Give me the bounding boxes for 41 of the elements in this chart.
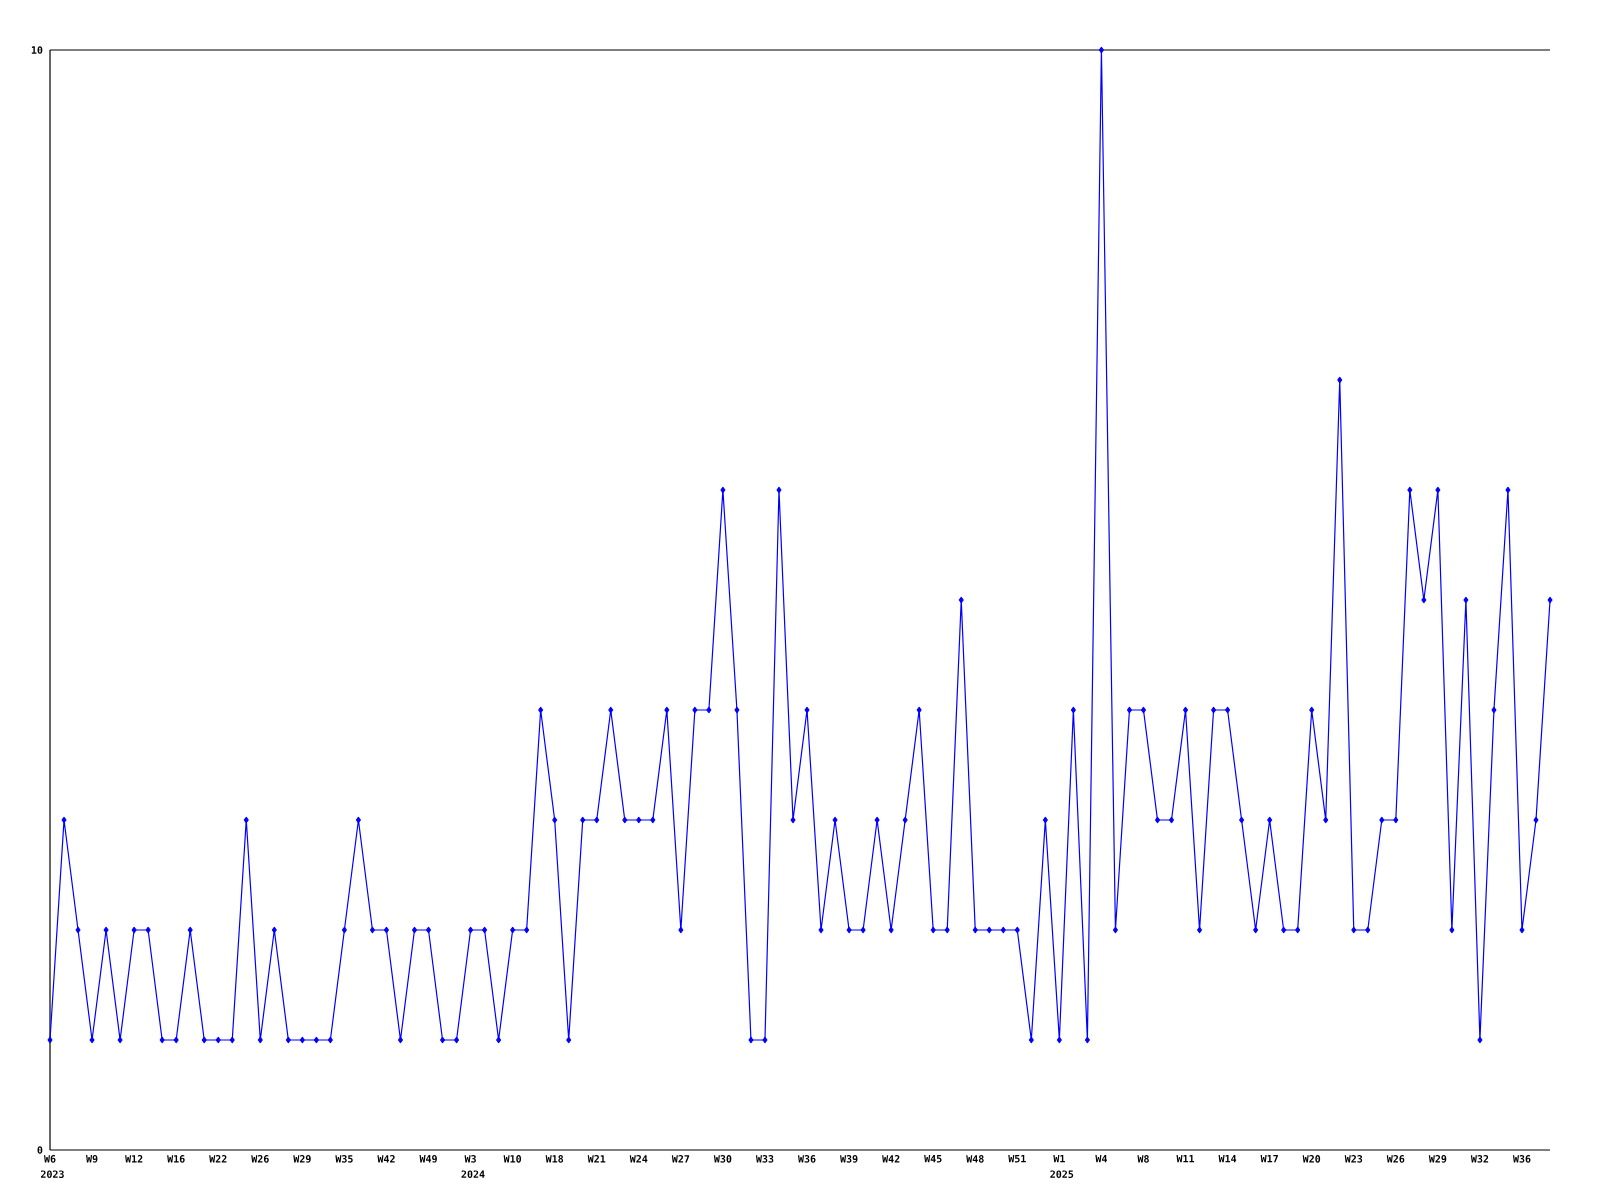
- x-tick-label: W49: [419, 1155, 437, 1163]
- x-tick-label: W12: [125, 1155, 143, 1163]
- x-tick-label: W45: [924, 1155, 942, 1163]
- text: 2025: [1050, 1170, 1074, 1178]
- x-tick-label: W39: [840, 1155, 858, 1163]
- x-tick-label: W20: [1302, 1155, 1321, 1163]
- x-tick-label: W16: [167, 1155, 185, 1163]
- x-tick-label: W8: [1137, 1155, 1149, 1163]
- y-tick-label: 0: [37, 1146, 43, 1154]
- x-tick-label: W33: [755, 1155, 774, 1163]
- x-tick-label: W22: [209, 1155, 227, 1163]
- x-tick-label: W32: [1470, 1155, 1489, 1163]
- x-tick-label: W6: [43, 1155, 56, 1163]
- x-tick-label: W42: [882, 1155, 900, 1163]
- x-tick-label: W29: [1428, 1155, 1447, 1163]
- x-tick-label: W1: [1053, 1155, 1065, 1163]
- x-tick-label: W23: [1344, 1155, 1363, 1163]
- x-tick-label: W24: [629, 1155, 648, 1163]
- x-tick-label: W18: [545, 1155, 564, 1163]
- x-tick-label: W42: [377, 1155, 395, 1163]
- x-tick-label: W51: [1008, 1155, 1026, 1163]
- x-tick-label: W36: [797, 1155, 816, 1163]
- x-tick-label: W10: [503, 1155, 522, 1163]
- y-tick-label: 10: [31, 46, 43, 54]
- x-tick-label: W26: [251, 1155, 269, 1163]
- x-tick-label: W9: [86, 1155, 98, 1163]
- x-tick-label: W36: [1512, 1155, 1531, 1163]
- x-tick-label: W14: [1218, 1155, 1237, 1163]
- x-tick-label: W17: [1260, 1155, 1278, 1163]
- text: 2024: [461, 1170, 485, 1178]
- x-tick-label: W48: [966, 1155, 984, 1163]
- x-tick-label: W30: [713, 1155, 732, 1163]
- x-tick-label: W26: [1386, 1155, 1405, 1163]
- x-tick-label: W29: [293, 1155, 311, 1163]
- x-tick-label: W3: [464, 1155, 476, 1163]
- x-tick-label: W21: [587, 1155, 606, 1163]
- text: 2023: [40, 1170, 64, 1178]
- x-tick-label: W27: [671, 1155, 690, 1163]
- x-tick-label: W11: [1176, 1155, 1195, 1163]
- x-tick-label: W4: [1095, 1155, 1107, 1163]
- x-tick-label: W35: [335, 1155, 353, 1163]
